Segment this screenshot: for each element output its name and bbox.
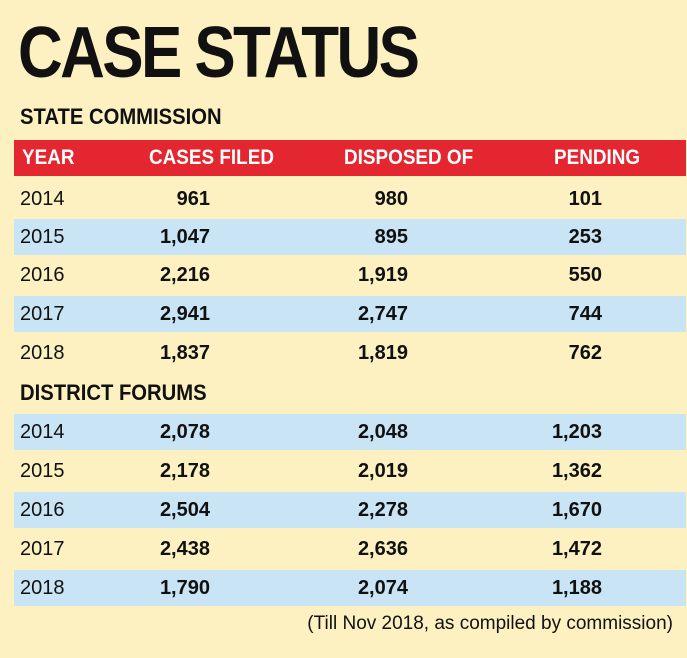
header-year: YEAR xyxy=(22,146,75,169)
cell-year: 2014 xyxy=(20,188,65,210)
cell-pending: 762 xyxy=(568,342,602,364)
cell-pending: 1,472 xyxy=(551,538,602,560)
table-header: YEAR CASES FILED DISPOSED OF PENDING xyxy=(14,140,686,176)
section-title-state-commission: STATE COMMISSION xyxy=(20,104,222,129)
cell-filed: 2,078 xyxy=(159,421,210,443)
header-cases-filed: CASES FILED xyxy=(149,146,274,169)
cell-filed: 2,178 xyxy=(159,460,210,482)
header-pending: PENDING xyxy=(554,146,641,169)
cell-disposed: 2,747 xyxy=(357,303,408,325)
cell-year: 2014 xyxy=(20,421,65,443)
table-row: 2014 2,078 2,048 1,203 xyxy=(14,414,686,450)
cell-filed: 1,790 xyxy=(159,577,210,599)
cell-pending: 101 xyxy=(568,188,602,210)
cell-year: 2017 xyxy=(20,538,65,560)
header-disposed-of: DISPOSED OF xyxy=(344,146,474,169)
cell-pending: 1,670 xyxy=(551,499,602,521)
cell-year: 2016 xyxy=(20,499,65,521)
cell-filed: 1,837 xyxy=(159,342,210,364)
cell-disposed: 2,278 xyxy=(357,499,408,521)
table-row: 2018 1,790 2,074 1,188 xyxy=(14,570,686,606)
cell-year: 2017 xyxy=(20,303,65,325)
table-row: 2015 1,047 895 253 xyxy=(14,219,686,255)
table-row: 2014 961 980 101 xyxy=(14,181,686,217)
cell-pending: 1,188 xyxy=(551,577,602,599)
cell-filed: 2,504 xyxy=(159,499,210,521)
cell-pending: 744 xyxy=(568,303,602,325)
cell-filed: 2,438 xyxy=(159,538,210,560)
cell-pending: 1,362 xyxy=(551,460,602,482)
table-row: 2016 2,216 1,919 550 xyxy=(14,257,686,293)
cell-year: 2016 xyxy=(20,264,65,286)
cell-filed: 2,941 xyxy=(159,303,210,325)
cell-year: 2015 xyxy=(20,226,65,248)
cell-disposed: 1,819 xyxy=(357,342,408,364)
cell-year: 2018 xyxy=(20,342,65,364)
cell-filed: 1,047 xyxy=(159,226,210,248)
cell-filed: 2,216 xyxy=(159,264,210,286)
cell-disposed: 1,919 xyxy=(357,264,408,286)
cell-pending: 550 xyxy=(568,264,602,286)
cell-year: 2015 xyxy=(20,460,65,482)
cell-disposed: 895 xyxy=(374,226,408,248)
cell-disposed: 980 xyxy=(374,188,408,210)
page-title: CASE STATUS xyxy=(18,13,420,93)
cell-year: 2018 xyxy=(20,577,65,599)
table-row: 2015 2,178 2,019 1,362 xyxy=(14,453,686,489)
cell-disposed: 2,048 xyxy=(357,421,408,443)
table-row: 2018 1,837 1,819 762 xyxy=(14,335,686,371)
cell-disposed: 2,074 xyxy=(357,577,408,599)
table-row: 2017 2,941 2,747 744 xyxy=(14,296,686,332)
cell-filed: 961 xyxy=(176,188,210,210)
cell-disposed: 2,636 xyxy=(357,538,408,560)
section-title-district-forums: DISTRICT FORUMS xyxy=(20,380,207,405)
cell-pending: 1,203 xyxy=(551,421,602,443)
table-row: 2016 2,504 2,278 1,670 xyxy=(14,492,686,528)
footnote: (Till Nov 2018, as compiled by commissio… xyxy=(307,613,673,634)
cell-disposed: 2,019 xyxy=(357,460,408,482)
table-row: 2017 2,438 2,636 1,472 xyxy=(14,531,686,567)
cell-pending: 253 xyxy=(568,226,602,248)
